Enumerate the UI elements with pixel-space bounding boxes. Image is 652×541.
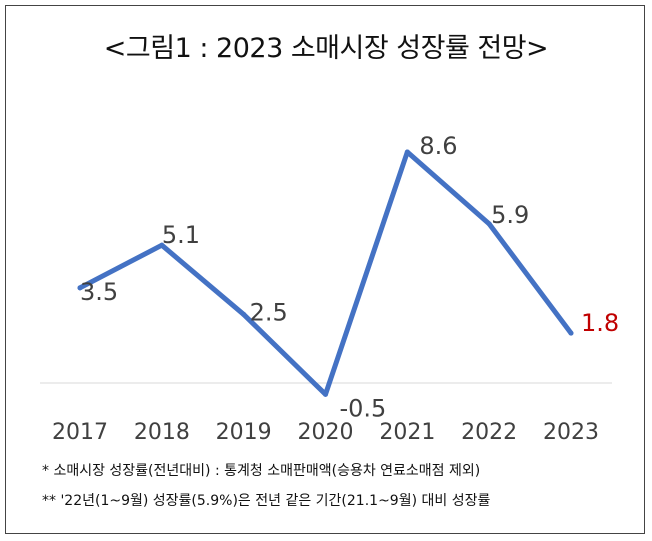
x-tick-label-2021: 2021 (379, 420, 435, 445)
data-point-2023 (568, 330, 574, 336)
x-tick-label-2019: 2019 (216, 420, 272, 445)
data-label-2023: 1.8 (581, 309, 619, 337)
data-point-2022 (486, 221, 492, 227)
data-point-2020 (323, 391, 328, 397)
series-line (77, 149, 574, 397)
x-tick-label-2018: 2018 (134, 420, 190, 445)
data-point-2018 (159, 242, 165, 248)
data-label-2017: 3.5 (80, 278, 118, 306)
data-point-2021 (404, 149, 410, 155)
data-label-2019: 2.5 (250, 298, 288, 326)
x-tick-label-2020: 2020 (298, 420, 354, 445)
x-tick-label-2023: 2023 (543, 420, 599, 445)
x-tick-label-2022: 2022 (461, 420, 517, 445)
data-label-2020: -0.5 (340, 394, 387, 422)
x-tick-label-2017: 2017 (52, 420, 108, 445)
footnote-1: * 소매시장 성장률(전년대비) : 통계청 소매판매액(승용차 연료소매점 제… (42, 463, 481, 479)
data-label-2021: 8.6 (419, 132, 457, 160)
footnote-2: ** '22년(1~9월) 성장률(5.9%)은 전년 같은 기간(21.1~9… (42, 493, 491, 509)
data-label-2018: 5.1 (162, 221, 200, 249)
data-point-2019 (241, 311, 247, 317)
data-label-2022: 5.9 (491, 201, 529, 229)
data-point-2017 (77, 285, 83, 291)
chart-title: <그림1 : 2023 소매시장 성장률 전망> (103, 33, 549, 64)
